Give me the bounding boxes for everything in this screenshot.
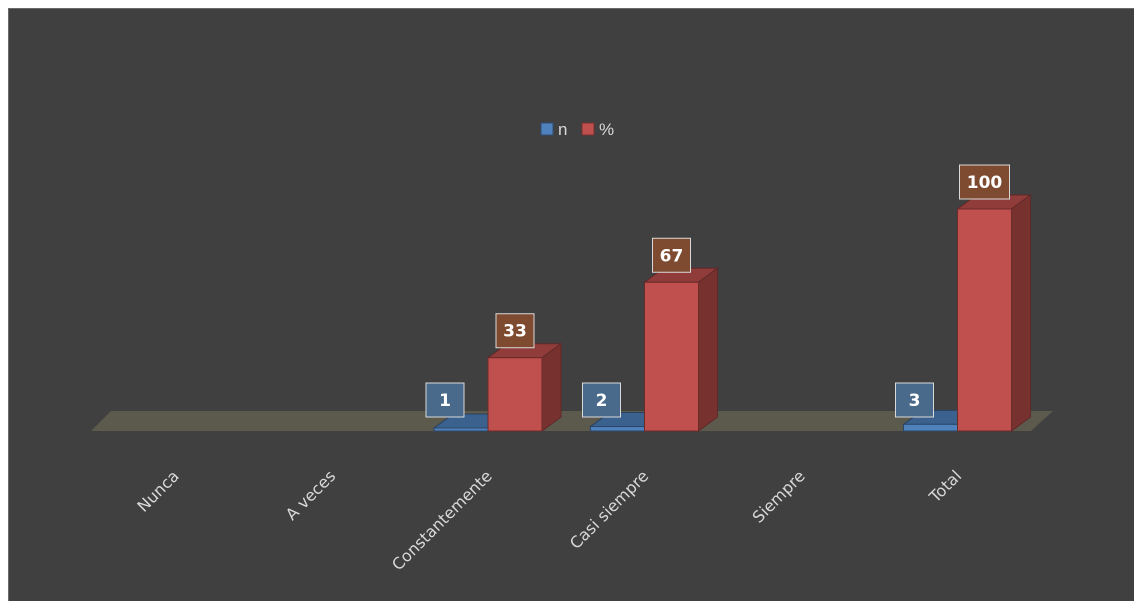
legend-label: % [599,120,614,139]
category-label: Constantemente [388,466,496,574]
data-label-text: 2 [596,391,608,411]
data-label-text: 67 [660,246,684,266]
bar-percent-constantemente [486,342,563,432]
legend-label: n [558,120,567,139]
data-label-text: 33 [503,322,527,342]
data-label-n: 1 [425,382,465,418]
legend: n% [540,120,614,139]
category-axis: Nunca A veces Constantemente Casi siempre Si… [133,466,965,574]
category-label: A veces [282,466,340,524]
data-label-n: 2 [582,382,621,418]
legend-swatch [540,122,554,136]
data-label-text: 100 [967,173,1003,193]
category-label: Nunca [133,466,182,515]
data-label-text: 1 [439,391,451,411]
data-label-percent: 100 [959,164,1010,200]
bars-group [432,194,1033,432]
legend-swatch [581,122,595,136]
floor-plane [91,411,1053,431]
chart-floor [91,411,1053,431]
category-label: Siempre [749,466,809,526]
chart-area: 1 2 3 33 67 100 Nunca A veces Constantemente Cas… [8,8,1134,601]
category-label: Casi siempre [566,466,652,552]
data-label-percent: 67 [652,237,691,273]
legend-entry-n: n [540,120,567,139]
data-label-n: 3 [895,382,934,418]
data-label-text: 3 [909,391,921,411]
data-label-percent: 33 [495,313,535,349]
bar-percent-casi-siempre [642,267,720,432]
category-label: Total [925,466,966,507]
bar-percent-total [955,194,1033,432]
legend-entry-percent: % [581,120,614,139]
